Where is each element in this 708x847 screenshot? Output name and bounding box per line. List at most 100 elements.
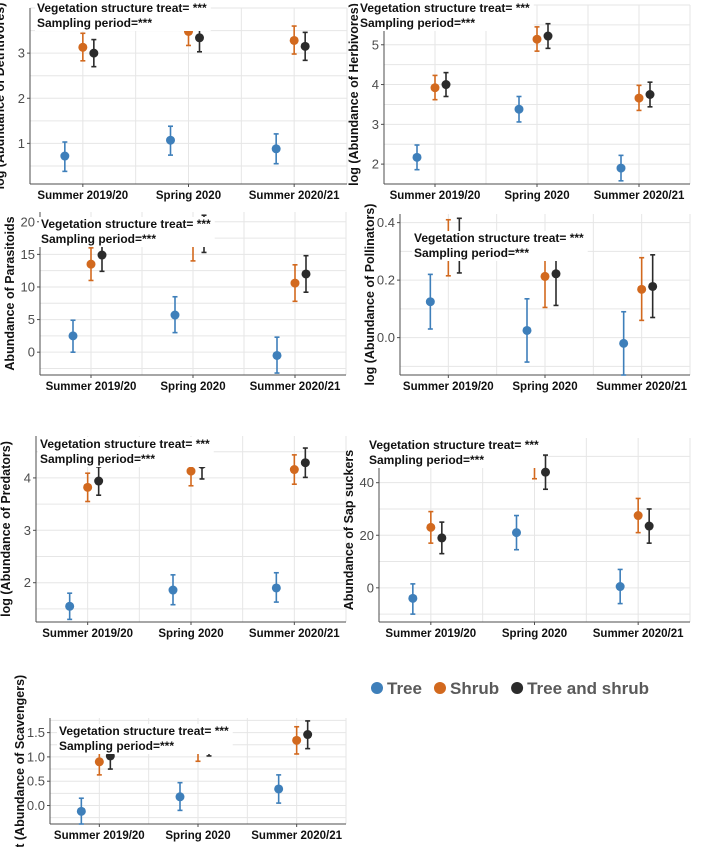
x-tick-label: Spring 2020 [512,381,577,393]
annotation-background [358,1,534,31]
point-tree-and-shrub [543,31,553,41]
x-tick-label: Summer 2019/20 [37,190,128,202]
x-tick-label: Summer 2019/20 [46,381,137,393]
annotation-line: Vegetation structure treat= *** [41,217,211,231]
y-tick-label: 2 [24,575,31,590]
annotation-line: Sampling period=*** [59,739,174,753]
y-tick-label: 4 [372,77,379,92]
y-tick-label: 0.5 [27,774,45,789]
annotation-line: Vegetation structure treat= *** [37,1,207,15]
significance-annotation: Vegetation structure treat= ***Sampling … [367,438,543,468]
point-shrub [86,259,96,269]
point-shrub [540,271,550,281]
significance-annotation: Vegetation structure treat= ***Sampling … [39,217,215,247]
annotation-background [57,724,233,754]
y-tick-label: 1.5 [27,725,45,740]
y-tick-label: 1.0 [27,749,45,764]
point-tree-and-shrub [648,281,658,291]
point-tree [168,585,178,595]
x-tick-label: Spring 2020 [504,190,569,202]
point-tree [68,331,78,341]
x-tick-label: Summer 2019/20 [385,628,476,640]
point-shrub [532,34,542,44]
y-tick-label: 3 [24,523,31,538]
panel-3: 0 5 10 15 20 Summer 2019/20 Spring 2020 Summer … [3,212,347,393]
point-tree [271,583,281,593]
y-tick-label: 0 [367,580,374,595]
x-tick-label: Summer 2020/21 [594,190,685,202]
legend: Tree Shrub Tree and shrub [371,679,649,698]
y-axis-title: log (Abundance of Pollinators) [363,204,377,386]
y-axis-title: log (Abundance of Herbivores) [347,3,361,186]
y-tick-label: 4 [24,470,31,485]
annotation-line: Sampling period=*** [37,16,152,30]
x-tick-label: Summer 2020/21 [249,628,340,640]
x-tick-label: Summer 2020/21 [251,830,342,842]
point-tree [60,151,70,161]
point-tree [274,784,284,794]
point-tree-and-shrub [97,250,107,260]
y-axis-title: log (Abundance of Predators) [0,441,13,617]
point-tree-and-shrub [195,33,204,43]
legend-label-shrub: Shrub [450,679,499,698]
annotation-line: Vegetation structure treat= *** [40,437,210,451]
point-shrub [634,93,644,103]
point-tree-and-shrub [94,476,104,486]
significance-annotation: Vegetation structure treat= ***Sampling … [358,1,534,31]
panel-4: 0.0 0.2 0.4 Summer 2019/20 Spring 2020 Summer… [363,204,691,393]
annotation-line: Vegetation structure treat= *** [360,1,530,15]
x-tick-label: Summer 2020/21 [593,628,684,640]
point-shrub [289,35,299,45]
y-axis-title: Abundance of Sap suckers [342,450,356,611]
x-tick-label: Spring 2020 [165,830,230,842]
legend-label-tree-and-shrub: Tree and shrub [527,679,649,698]
point-tree [272,350,282,360]
legend-marker-shrub [433,682,446,694]
point-tree-and-shrub [437,533,447,543]
x-tick-label: Summer 2020/21 [596,381,687,393]
point-tree-and-shrub [89,48,99,58]
y-tick-label: 1 [18,136,25,151]
y-tick-label: 20 [360,528,374,543]
y-axis-title: Abundance of Parasitoids [3,216,17,370]
point-shrub [430,83,440,93]
y-axis-title: sqrt (Abundance of Scavengers) [13,675,27,847]
point-tree [615,582,625,592]
panel-5: 2 3 4 Summer 2019/20 Spring 2020 Summer 2020/… [0,436,347,640]
point-tree [522,325,532,335]
annotation-line: Sampling period=*** [414,246,529,260]
y-tick-label: 20 [21,214,35,229]
point-tree-and-shrub [551,269,561,279]
y-tick-label: 0.0 [377,330,395,345]
x-tick-label: Summer 2020/21 [250,381,341,393]
y-axis-title: log (Abundance of Detritivores) [0,3,7,190]
legend-marker-tree-and-shrub [511,682,524,694]
x-tick-label: Summer 2020/21 [249,190,340,202]
point-tree [408,593,418,603]
point-tree [425,297,435,307]
point-shrub [78,42,88,52]
significance-annotation: Vegetation structure treat= ***Sampling … [38,437,214,467]
point-tree-and-shrub [303,730,313,740]
panel-1: 1 2 3 Summer 2019/20 Spring 2020 Summer 2020/… [0,1,348,202]
annotation-background [35,1,211,31]
panel-6: 0 20 40 Summer 2019/20 Spring 2020 Summer 202… [342,438,691,640]
annotation-background [38,437,214,467]
annotation-line: Sampling period=*** [41,232,156,246]
significance-annotation: Vegetation structure treat= ***Sampling … [57,724,233,754]
point-tree [65,601,75,611]
x-tick-label: Spring 2020 [502,628,567,640]
point-shrub [94,757,104,767]
annotation-line: Vegetation structure treat= *** [369,438,539,452]
annotation-line: Sampling period=*** [360,16,475,30]
point-tree [412,152,422,162]
y-tick-label: 15 [21,247,35,262]
significance-annotation: Vegetation structure treat= ***Sampling … [412,231,588,261]
x-tick-label: Spring 2020 [160,381,225,393]
x-tick-label: Spring 2020 [158,628,223,640]
annotation-background [367,438,543,468]
point-tree-and-shrub [645,90,655,99]
point-tree [166,135,175,145]
point-tree-and-shrub [441,80,451,90]
